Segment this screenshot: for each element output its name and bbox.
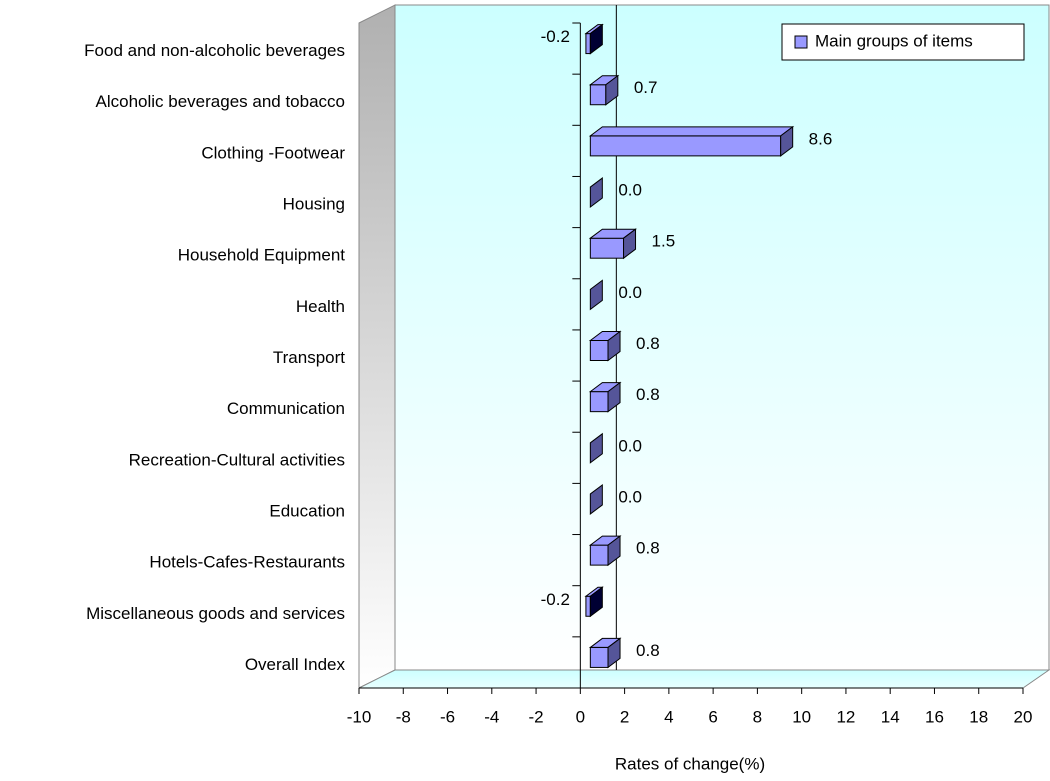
y-tick-label: Housing bbox=[283, 195, 345, 214]
bar-side bbox=[607, 535, 621, 567]
x-tick-label: 12 bbox=[836, 707, 855, 726]
y-tick-label: Food and non-alcoholic beverages bbox=[84, 41, 345, 60]
value-label: -0.2 bbox=[541, 27, 570, 46]
bar-side bbox=[589, 279, 603, 311]
back-wall bbox=[394, 4, 1050, 671]
y-tick-label: Transport bbox=[273, 348, 345, 367]
value-label: 0.0 bbox=[618, 283, 642, 302]
y-tick-label: Household Equipment bbox=[178, 246, 346, 265]
x-tick-label: 6 bbox=[708, 707, 717, 726]
value-label: 0.0 bbox=[618, 487, 642, 506]
bar-front bbox=[589, 391, 609, 413]
y-tick-label: Recreation-Cultural activities bbox=[129, 450, 345, 469]
x-tick-label: 2 bbox=[620, 707, 629, 726]
x-tick-label: -4 bbox=[484, 707, 499, 726]
x-axis-title: Rates of change(%) bbox=[615, 754, 765, 773]
x-tick-label: -2 bbox=[529, 707, 544, 726]
legend-label: Main groups of items bbox=[815, 31, 973, 50]
y-tick-label: Hotels-Cafes-Restaurants bbox=[149, 553, 345, 572]
bar-side bbox=[605, 74, 619, 106]
x-tick-label: 4 bbox=[664, 707, 673, 726]
x-tick-label: -10 bbox=[347, 707, 372, 726]
bar-side bbox=[623, 228, 637, 260]
legend-swatch bbox=[794, 35, 808, 49]
x-tick-label: 18 bbox=[969, 707, 988, 726]
value-label: -0.2 bbox=[541, 590, 570, 609]
value-label: 8.6 bbox=[809, 129, 833, 148]
value-label: 0.0 bbox=[618, 436, 642, 455]
x-tick-label: 8 bbox=[753, 707, 762, 726]
legend: Main groups of items bbox=[781, 23, 1025, 61]
bar-front bbox=[589, 340, 609, 361]
value-label: 0.8 bbox=[636, 385, 660, 404]
x-tick-label: 14 bbox=[881, 707, 900, 726]
bar-top bbox=[588, 126, 795, 137]
bar-front bbox=[589, 544, 609, 566]
bar-side bbox=[589, 586, 603, 618]
bar-front bbox=[585, 33, 591, 55]
bar-front bbox=[585, 595, 591, 617]
floor bbox=[358, 669, 1050, 689]
value-label: 0.8 bbox=[636, 539, 660, 558]
y-tick-label: Health bbox=[296, 297, 345, 316]
x-tick-label: 10 bbox=[792, 707, 811, 726]
x-tick-label: 16 bbox=[925, 707, 944, 726]
y-tick-label: Alcoholic beverages and tobacco bbox=[96, 92, 346, 111]
bar-side bbox=[607, 637, 621, 669]
value-label: 1.5 bbox=[652, 232, 676, 251]
bar-side bbox=[589, 177, 603, 209]
x-tick-label: 0 bbox=[576, 707, 585, 726]
x-tick-label: 20 bbox=[1014, 707, 1033, 726]
legend-box bbox=[781, 23, 1025, 61]
x-tick-label: -8 bbox=[396, 707, 411, 726]
bar-side bbox=[589, 432, 603, 464]
value-label: 0.0 bbox=[618, 181, 642, 200]
bar-side bbox=[589, 483, 603, 515]
y-tick-label: Clothing -Footwear bbox=[201, 143, 345, 162]
y-tick-label: Overall Index bbox=[245, 655, 346, 674]
bar-front bbox=[589, 84, 607, 106]
side-wall bbox=[358, 4, 396, 689]
bar-side bbox=[780, 125, 794, 157]
bar-side bbox=[589, 23, 603, 55]
bar-front bbox=[589, 135, 782, 157]
value-label: 0.7 bbox=[634, 78, 658, 97]
y-tick-label: Communication bbox=[227, 399, 345, 418]
bar-side bbox=[607, 330, 621, 362]
value-label: 0.8 bbox=[636, 334, 660, 353]
y-tick-label: Education bbox=[269, 501, 345, 520]
y-tick-label: Miscellaneous goods and services bbox=[86, 604, 345, 623]
bar-front bbox=[589, 646, 609, 668]
bar-front bbox=[589, 237, 625, 259]
value-label: 0.8 bbox=[636, 641, 660, 660]
bar-side bbox=[607, 381, 621, 413]
x-tick-label: -6 bbox=[440, 707, 455, 726]
